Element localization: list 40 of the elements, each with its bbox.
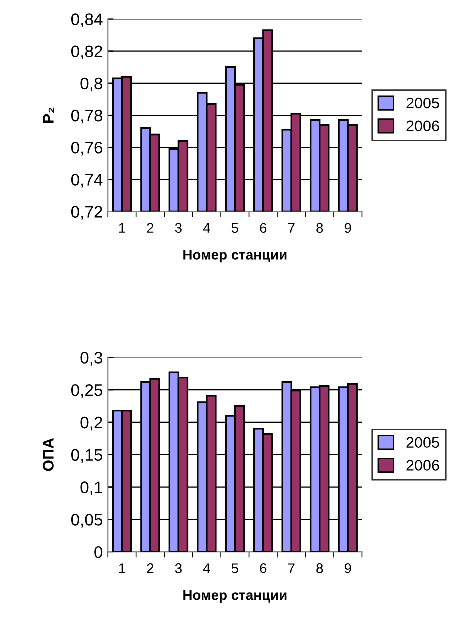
y-tick-label: 0,78 bbox=[71, 110, 103, 124]
x-tick-label: 2 bbox=[147, 223, 154, 233]
y-tick-label: 0,2 bbox=[80, 416, 102, 431]
x-tick-label: 1 bbox=[119, 564, 126, 574]
x-tick-label: 5 bbox=[232, 223, 238, 234]
x-tick-label: 7 bbox=[288, 223, 295, 233]
y-tick-label: 0,72 bbox=[71, 206, 102, 220]
legend-label: 2005 bbox=[406, 98, 440, 109]
x-tick-label: 8 bbox=[316, 564, 324, 574]
x-tick-label: 6 bbox=[260, 223, 267, 234]
y-tick-label: 0,8 bbox=[80, 78, 103, 92]
y-tick-label: 0 bbox=[94, 546, 103, 558]
y-tick-label: 0,05 bbox=[71, 514, 103, 528]
x-tick-label: 9 bbox=[344, 223, 352, 234]
y-tick-label: 0,82 bbox=[71, 46, 102, 60]
y-tick-label: 0,74 bbox=[71, 174, 103, 188]
x-axis-title: Номер станции bbox=[184, 250, 287, 263]
x-tick-label: 7 bbox=[288, 564, 295, 574]
y-tick-label: 0,76 bbox=[71, 142, 103, 156]
y-tick-label: 0,3 bbox=[80, 352, 103, 366]
x-tick-label: 2 bbox=[147, 564, 154, 574]
legend-label: 2006 bbox=[406, 460, 440, 471]
x-tick-label: 9 bbox=[344, 564, 352, 574]
x-tick-label: 8 bbox=[316, 223, 324, 234]
y-tick-label: 0,84 bbox=[71, 14, 103, 28]
y-tick-label: 0,15 bbox=[71, 449, 103, 464]
y-tick-label: 0,1 bbox=[80, 482, 102, 496]
x-tick-label: 4 bbox=[203, 223, 210, 233]
y-tick-label: 0,25 bbox=[71, 384, 103, 398]
x-axis-title: Номер станции bbox=[184, 590, 287, 603]
x-tick-label: 1 bbox=[119, 223, 126, 233]
x-tick-label: 3 bbox=[175, 564, 182, 574]
x-tick-label: 5 bbox=[232, 564, 238, 574]
x-tick-label: 6 bbox=[260, 564, 267, 574]
legend-label: 2006 bbox=[406, 120, 440, 132]
y-axis-title: P₂ bbox=[43, 108, 54, 123]
x-tick-label: 3 bbox=[175, 223, 182, 234]
legend-label: 2005 bbox=[406, 437, 440, 448]
y-axis-title: ОПА bbox=[43, 438, 54, 472]
x-tick-label: 4 bbox=[203, 564, 210, 574]
